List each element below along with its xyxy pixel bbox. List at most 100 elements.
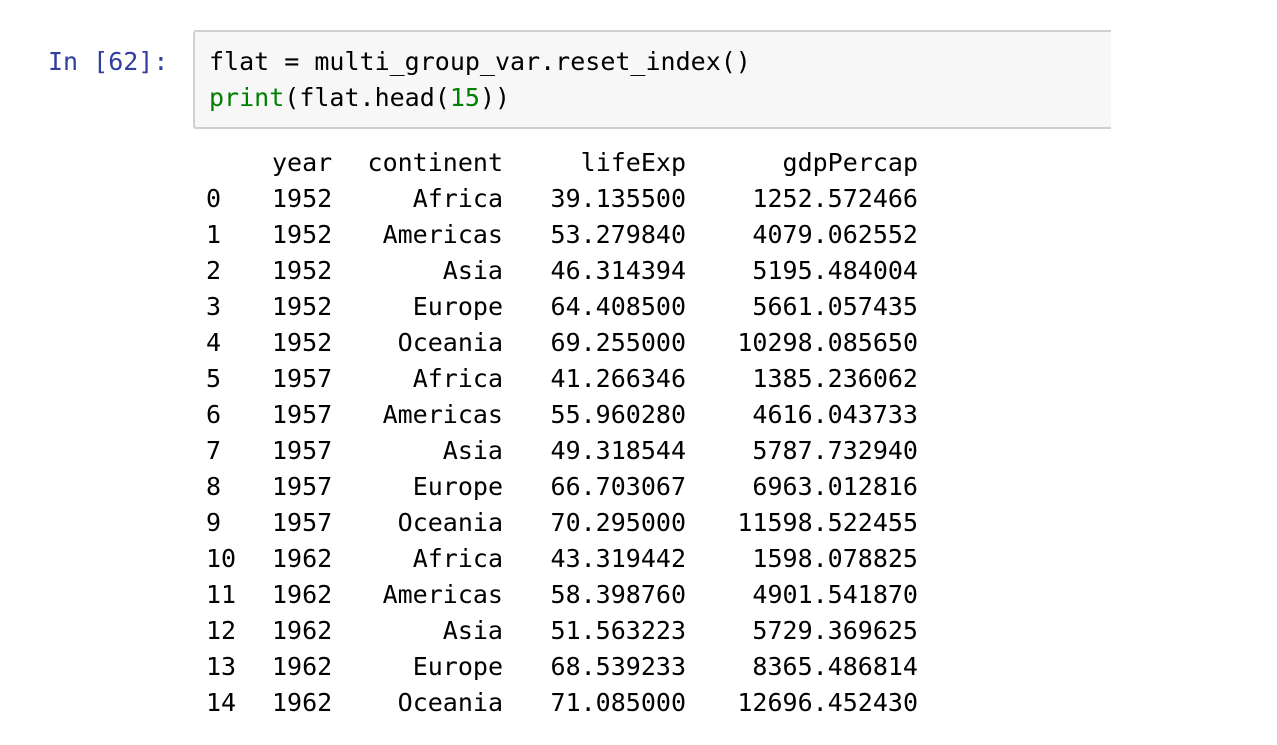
row-lifeexp: 69.255000 xyxy=(550,328,686,357)
row-continent: Oceania xyxy=(397,688,503,717)
row-gdppercap: 1252.572466 xyxy=(752,184,918,213)
row-gdppercap: 5787.732940 xyxy=(752,436,918,465)
header-index xyxy=(206,145,272,181)
row-year: 1952 xyxy=(272,220,333,249)
row-lifeexp: 66.703067 xyxy=(550,472,686,501)
print-keyword: print xyxy=(209,83,285,112)
row-continent: Asia xyxy=(442,256,503,285)
row-gdppercap: 8365.486814 xyxy=(752,652,918,681)
code-line-2: print(flat.head(15)) xyxy=(209,83,510,112)
row-continent: Oceania xyxy=(397,508,503,537)
output-row: 0 1952 Africa 39.135500 1252.572466 xyxy=(206,181,918,217)
row-continent: Oceania xyxy=(397,328,503,357)
call-open: (flat.head( xyxy=(284,83,450,112)
row-lifeexp: 39.135500 xyxy=(550,184,686,213)
row-continent: Asia xyxy=(442,616,503,645)
row-index: 12 xyxy=(206,616,237,645)
row-lifeexp: 68.539233 xyxy=(550,652,686,681)
cell-output: year continent lifeExp gdpPercap 0 1952 … xyxy=(206,145,918,721)
row-year: 1952 xyxy=(272,292,333,321)
row-lifeexp: 41.266346 xyxy=(550,364,686,393)
row-year: 1957 xyxy=(272,436,333,465)
header-lifeexp: lifeExp xyxy=(580,148,686,177)
row-year: 1962 xyxy=(272,580,333,609)
row-year: 1952 xyxy=(272,184,333,213)
row-year: 1957 xyxy=(272,400,333,429)
row-index: 14 xyxy=(206,688,237,717)
row-gdppercap: 5661.057435 xyxy=(752,292,918,321)
output-row: 14 1962 Oceania 71.085000 12696.452430 xyxy=(206,685,918,721)
row-lifeexp: 70.295000 xyxy=(550,508,686,537)
row-gdppercap: 10298.085650 xyxy=(737,328,918,357)
row-gdppercap: 5195.484004 xyxy=(752,256,918,285)
output-row: 3 1952 Europe 64.408500 5661.057435 xyxy=(206,289,918,325)
row-index: 2 xyxy=(206,256,222,285)
code-input-area[interactable]: flat = multi_group_var.reset_index() pri… xyxy=(193,30,1111,129)
input-prompt: In [62]: xyxy=(48,47,169,76)
row-continent: Europe xyxy=(412,472,503,501)
header-year: year xyxy=(272,148,333,177)
row-index: 5 xyxy=(206,364,222,393)
row-gdppercap: 11598.522455 xyxy=(737,508,918,537)
row-continent: Europe xyxy=(412,292,503,321)
code-editor[interactable]: flat = multi_group_var.reset_index() pri… xyxy=(209,44,751,116)
row-continent: Africa xyxy=(412,364,503,393)
row-lifeexp: 53.279840 xyxy=(550,220,686,249)
output-row: 13 1962 Europe 68.539233 8365.486814 xyxy=(206,649,918,685)
row-index: 13 xyxy=(206,652,237,681)
code-line-1: flat = multi_group_var.reset_index() xyxy=(209,47,751,76)
output-row: 6 1957 Americas 55.960280 4616.043733 xyxy=(206,397,918,433)
output-header-row: year continent lifeExp gdpPercap xyxy=(206,145,918,181)
header-gdppercap: gdpPercap xyxy=(782,148,918,177)
row-continent: Americas xyxy=(382,220,503,249)
row-gdppercap: 4901.541870 xyxy=(752,580,918,609)
row-index: 7 xyxy=(206,436,222,465)
row-lifeexp: 51.563223 xyxy=(550,616,686,645)
row-gdppercap: 6963.012816 xyxy=(752,472,918,501)
row-index: 3 xyxy=(206,292,222,321)
row-gdppercap: 1598.078825 xyxy=(752,544,918,573)
row-continent: Europe xyxy=(412,652,503,681)
row-index: 11 xyxy=(206,580,237,609)
row-gdppercap: 12696.452430 xyxy=(737,688,918,717)
output-row: 10 1962 Africa 43.319442 1598.078825 xyxy=(206,541,918,577)
row-gdppercap: 4079.062552 xyxy=(752,220,918,249)
row-continent: Africa xyxy=(412,544,503,573)
output-row: 2 1952 Asia 46.314394 5195.484004 xyxy=(206,253,918,289)
row-continent: Americas xyxy=(382,580,503,609)
call-close: )) xyxy=(479,83,511,112)
output-row: 7 1957 Asia 49.318544 5787.732940 xyxy=(206,433,918,469)
row-year: 1957 xyxy=(272,472,333,501)
row-index: 6 xyxy=(206,400,222,429)
row-gdppercap: 5729.369625 xyxy=(752,616,918,645)
row-year: 1962 xyxy=(272,652,333,681)
row-lifeexp: 64.408500 xyxy=(550,292,686,321)
row-year: 1952 xyxy=(272,328,333,357)
output-row: 8 1957 Europe 66.703067 6963.012816 xyxy=(206,469,918,505)
row-continent: Africa xyxy=(412,184,503,213)
header-continent: continent xyxy=(367,148,503,177)
row-index: 8 xyxy=(206,472,222,501)
row-lifeexp: 46.314394 xyxy=(550,256,686,285)
row-index: 1 xyxy=(206,220,222,249)
row-lifeexp: 58.398760 xyxy=(550,580,686,609)
row-year: 1962 xyxy=(272,616,333,645)
row-continent: Asia xyxy=(442,436,503,465)
row-index: 4 xyxy=(206,328,222,357)
row-year: 1962 xyxy=(272,544,333,573)
output-row: 9 1957 Oceania 70.295000 11598.522455 xyxy=(206,505,918,541)
row-lifeexp: 55.960280 xyxy=(550,400,686,429)
row-lifeexp: 71.085000 xyxy=(550,688,686,717)
row-lifeexp: 49.318544 xyxy=(550,436,686,465)
output-row: 11 1962 Americas 58.398760 4901.541870 xyxy=(206,577,918,613)
row-gdppercap: 4616.043733 xyxy=(752,400,918,429)
row-year: 1952 xyxy=(272,256,333,285)
row-lifeexp: 43.319442 xyxy=(550,544,686,573)
row-index: 9 xyxy=(206,508,222,537)
row-year: 1957 xyxy=(272,508,333,537)
output-row: 4 1952 Oceania 69.255000 10298.085650 xyxy=(206,325,918,361)
output-row: 12 1962 Asia 51.563223 5729.369625 xyxy=(206,613,918,649)
row-continent: Americas xyxy=(382,400,503,429)
row-index: 10 xyxy=(206,544,237,573)
